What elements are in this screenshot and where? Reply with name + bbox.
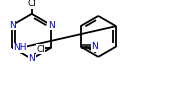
Text: N: N [91,42,98,51]
Text: N: N [28,54,35,63]
Text: Cl: Cl [36,45,45,54]
Text: N: N [48,21,55,30]
Text: N: N [9,21,16,30]
Text: Cl: Cl [27,0,36,8]
Text: NH: NH [13,43,27,52]
